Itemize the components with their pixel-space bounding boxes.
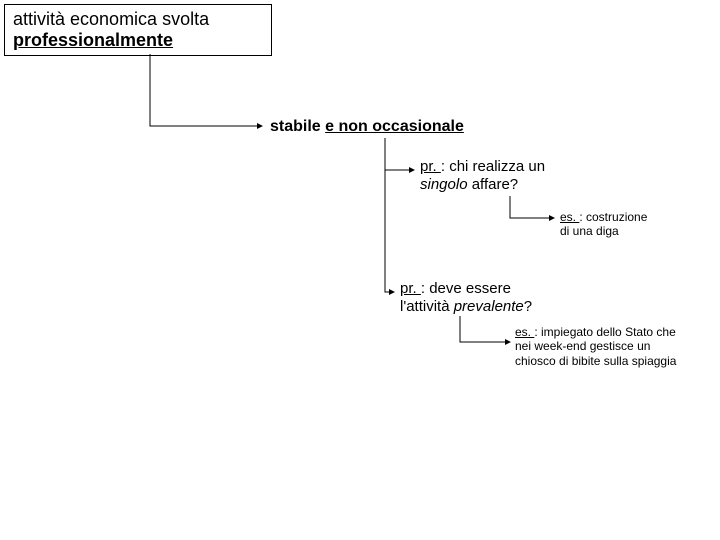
node-diga: es. : costruzione di una diga xyxy=(560,210,647,239)
node-prevalente: pr. : deve essere l'attività prevalente? xyxy=(400,280,532,316)
node-singolo-affare: pr. : chi realizza un singolo affare? xyxy=(420,158,545,194)
root-line1: attività economica svolta xyxy=(13,9,263,30)
root-line2: professionalmente xyxy=(13,30,263,51)
connector-lines xyxy=(0,0,720,540)
root-node: attività economica svolta professionalme… xyxy=(4,4,272,56)
node-stabile: stabile e non occasionale xyxy=(270,118,464,136)
node-chiosco: es. : impiegato dello Stato che nei week… xyxy=(515,325,676,368)
